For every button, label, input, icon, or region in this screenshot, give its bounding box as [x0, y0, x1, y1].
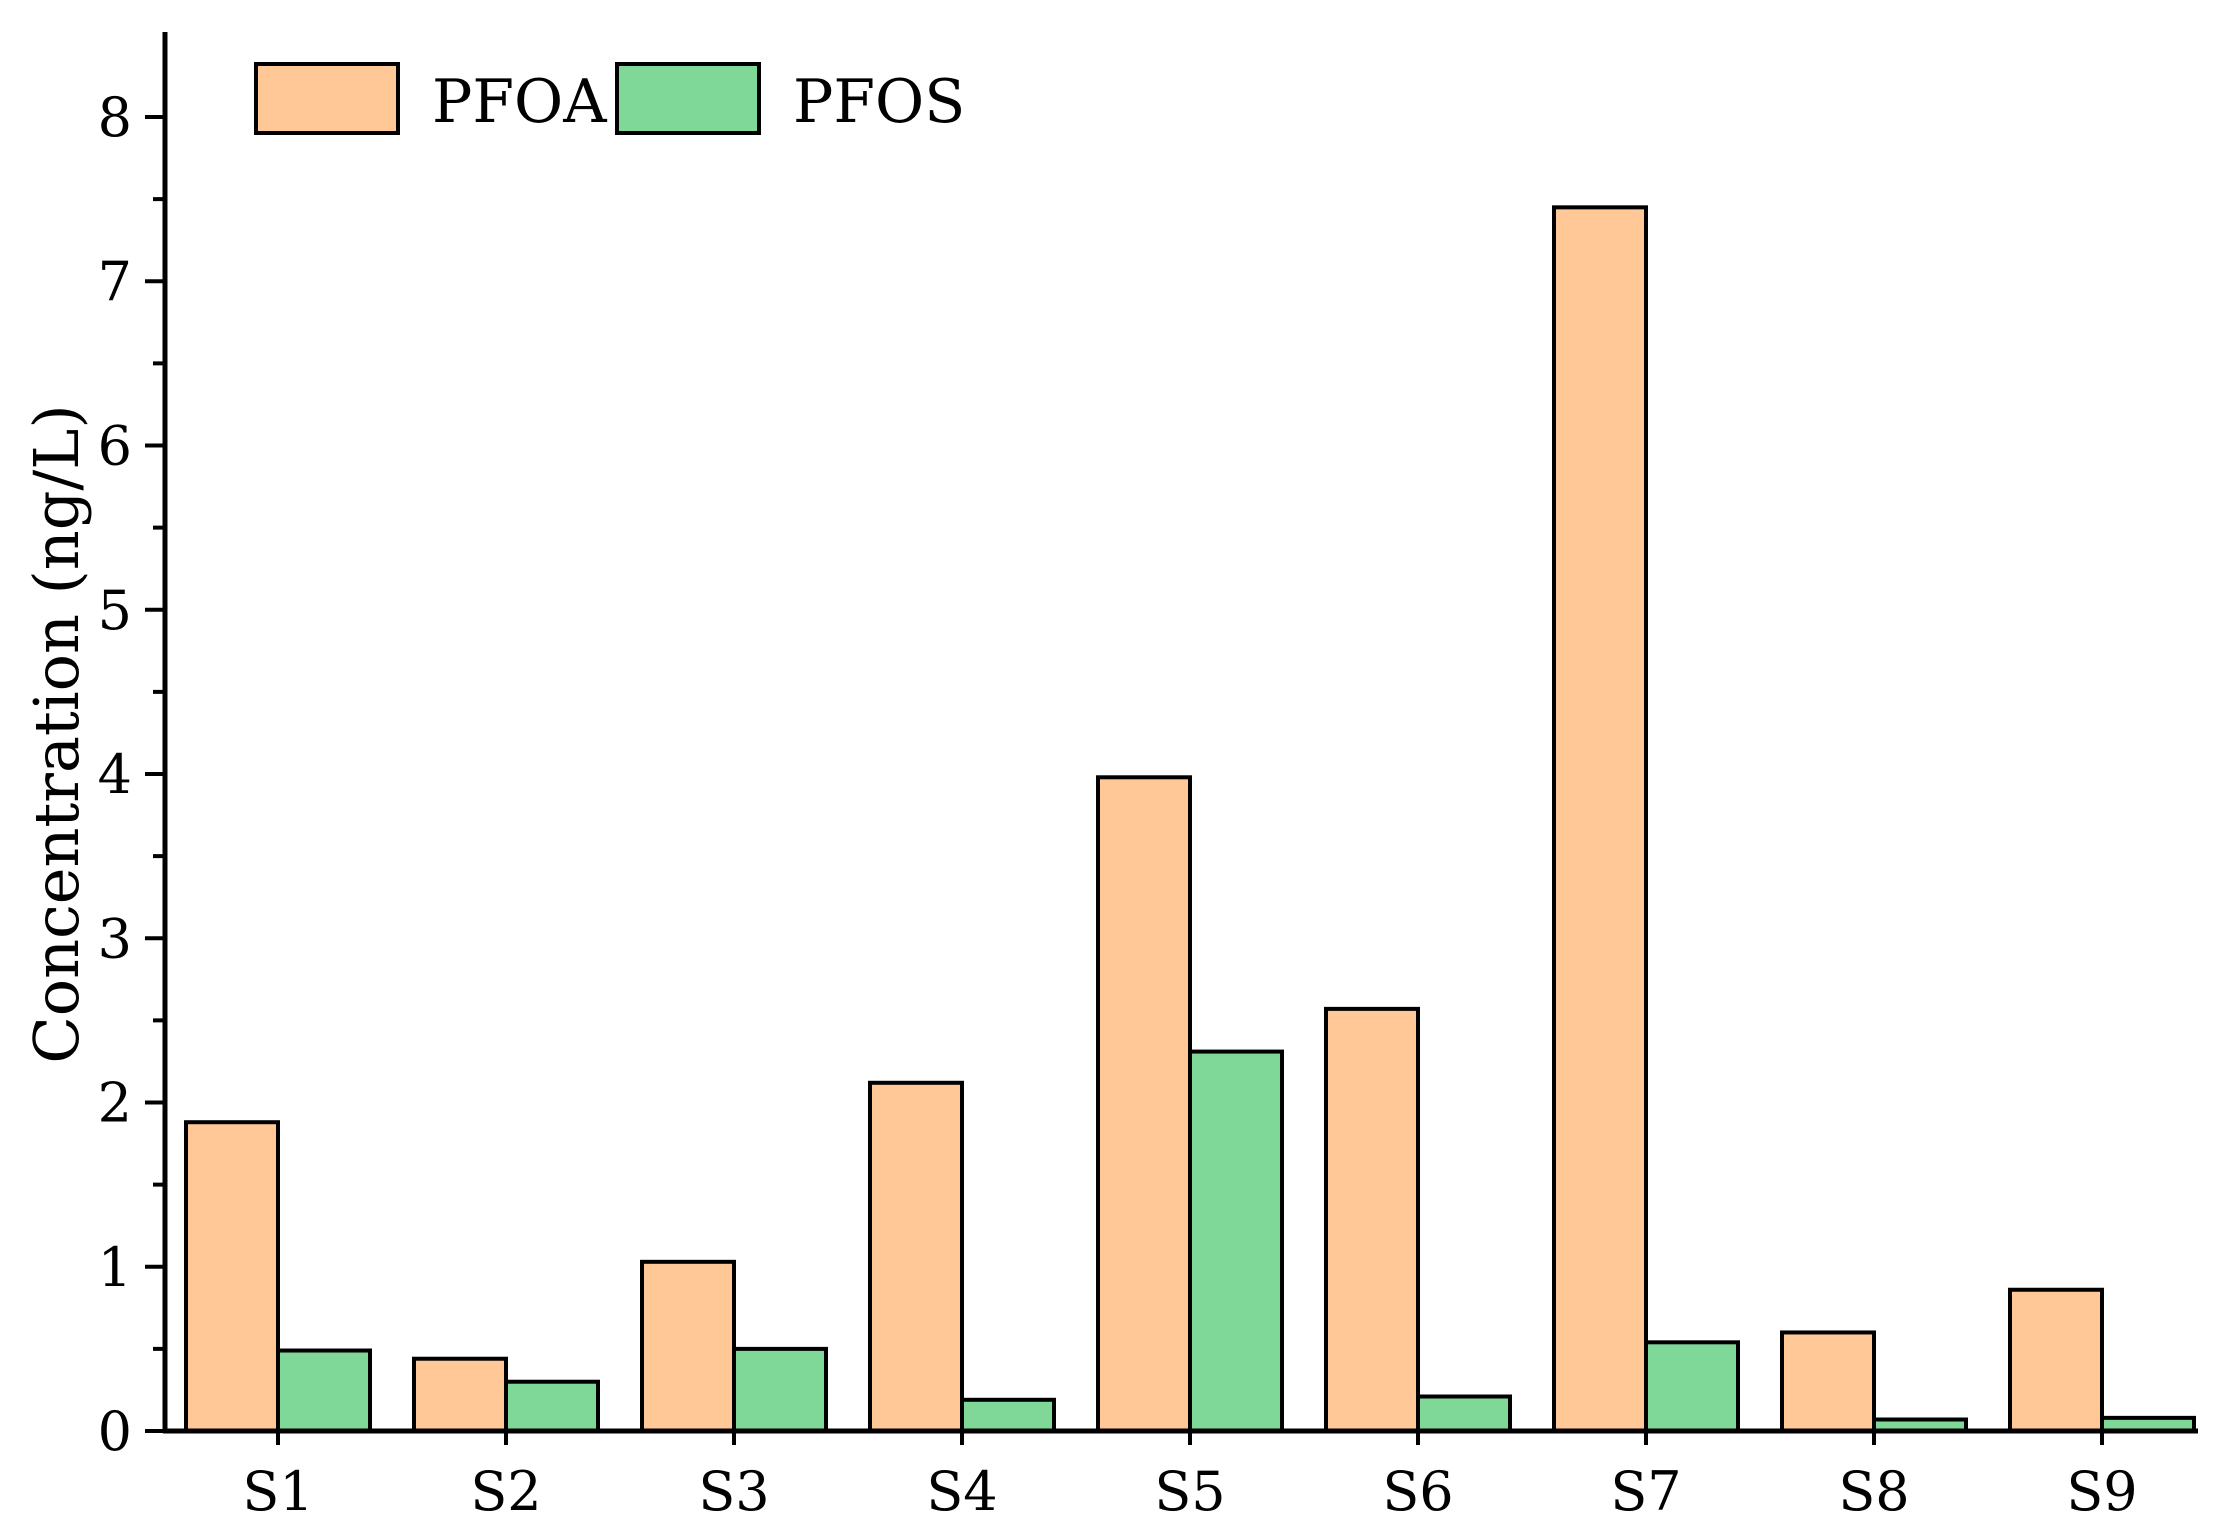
bar-pfoa-s7 [1552, 205, 1648, 1433]
x-labels-group: S1 S2 S3 S4 S5 S6 S7 S8 S9 [242, 1431, 2138, 1523]
y-tick-label: 8 [98, 86, 132, 149]
bar-pfoa-s5 [1096, 775, 1192, 1433]
y-tick-label: 2 [98, 1072, 132, 1135]
y-tick-label: 7 [98, 250, 132, 313]
y-tick-label: 5 [98, 579, 132, 642]
y-tick-label: 1 [98, 1236, 132, 1299]
x-tick-label-s8: S8 [1838, 1460, 1909, 1523]
x-tick-label-s6: S6 [1382, 1460, 1453, 1523]
x-tick-label-s1: S1 [242, 1460, 313, 1523]
legend-swatch-pfos [615, 62, 761, 135]
bar-pfos-s4 [960, 1397, 1056, 1433]
bar-pfos-s6 [1416, 1394, 1512, 1433]
axes-group [162, 32, 2198, 1434]
bar-pfoa-s1 [184, 1120, 280, 1433]
y-tick-label: 0 [98, 1400, 132, 1463]
x-tick-label-s2: S2 [470, 1460, 541, 1523]
x-tick-label-s3: S3 [698, 1460, 769, 1523]
bar-pfoa-s2 [412, 1356, 508, 1433]
bar-pfoa-s6 [1324, 1006, 1420, 1433]
bar-pfoa-s8 [1780, 1330, 1876, 1433]
bar-pfos-s7 [1644, 1340, 1740, 1434]
bar-pfos-s1 [276, 1348, 372, 1433]
bar-pfoa-s4 [868, 1080, 964, 1434]
y-axis-label: Concentration (ng/L) [20, 404, 93, 1063]
x-tick-label-s4: S4 [926, 1460, 997, 1523]
bar-pfos-s3 [732, 1346, 828, 1433]
bars-group [184, 205, 2196, 1434]
legend-label-pfos: PFOS [793, 67, 965, 137]
legend: PFOA PFOS [254, 62, 965, 137]
legend-label-pfoa: PFOA [432, 67, 607, 137]
x-tick-label-s5: S5 [1154, 1460, 1225, 1523]
legend-swatch-pfoa [254, 62, 400, 135]
y-tick-label: 3 [98, 907, 132, 970]
y-tick-label: 4 [98, 743, 132, 806]
bar-pfos-s2 [504, 1379, 600, 1433]
x-tick-label-s9: S9 [2066, 1460, 2137, 1523]
bar-pfoa-s9 [2008, 1287, 2104, 1433]
y-ticks-group: 0 1 2 3 4 5 6 7 8 [98, 86, 165, 1463]
bar-pfos-s5 [1188, 1049, 1284, 1434]
x-tick-label-s7: S7 [1610, 1460, 1681, 1523]
bar-pfoa-s3 [640, 1259, 736, 1434]
y-tick-label: 6 [98, 415, 132, 478]
